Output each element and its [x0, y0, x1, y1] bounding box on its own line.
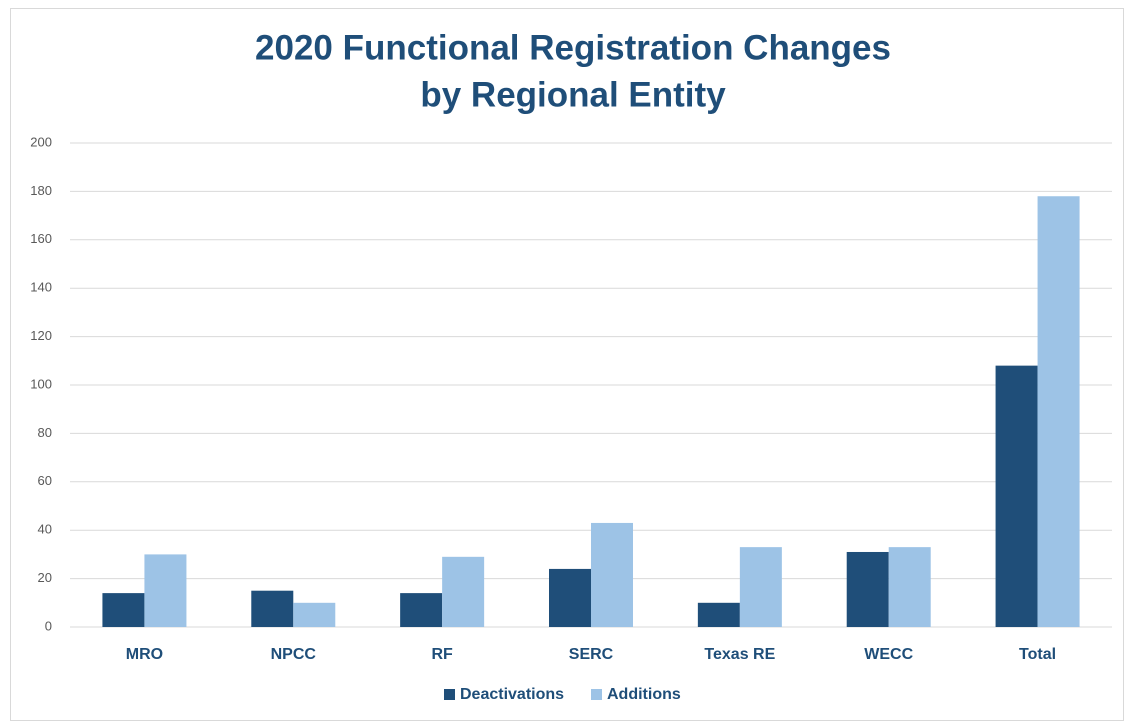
chart-title: by Regional Entity [420, 75, 726, 114]
legend-swatch [444, 689, 455, 700]
y-tick-label: 200 [30, 134, 52, 149]
x-tick-label: WECC [864, 646, 913, 663]
bar [102, 593, 145, 627]
bar [549, 568, 591, 627]
bar [888, 547, 931, 627]
legend-swatch [591, 689, 602, 700]
y-tick-label: 0 [45, 618, 52, 633]
y-tick-label: 100 [30, 376, 52, 391]
bar [739, 547, 782, 627]
x-tick-label: RF [431, 646, 453, 663]
y-tick-label: 160 [30, 231, 52, 246]
chart-title: 2020 Functional Registration Changes [255, 28, 891, 67]
y-tick-label: 80 [38, 425, 52, 440]
bar [400, 593, 443, 627]
y-tick-label: 180 [30, 183, 52, 198]
x-tick-label: NPCC [271, 646, 317, 663]
bar [591, 522, 633, 627]
x-tick-label: Texas RE [704, 646, 775, 663]
bar [293, 602, 336, 627]
x-tick-label: Total [1019, 646, 1056, 663]
y-tick-label: 60 [38, 473, 52, 488]
x-tick-label: SERC [569, 646, 614, 663]
bar [442, 556, 485, 627]
legend-label: Additions [607, 686, 681, 703]
bar [1037, 196, 1080, 628]
y-tick-label: 20 [38, 570, 52, 585]
y-tick-label: 120 [30, 328, 52, 343]
y-tick-label: 140 [30, 280, 52, 295]
bar [144, 554, 187, 627]
bar [251, 590, 294, 627]
y-tick-label: 40 [38, 522, 52, 537]
bar [697, 602, 740, 627]
legend-label: Deactivations [460, 686, 564, 703]
bar [995, 365, 1038, 627]
bar [846, 551, 889, 627]
x-tick-label: MRO [126, 646, 163, 663]
